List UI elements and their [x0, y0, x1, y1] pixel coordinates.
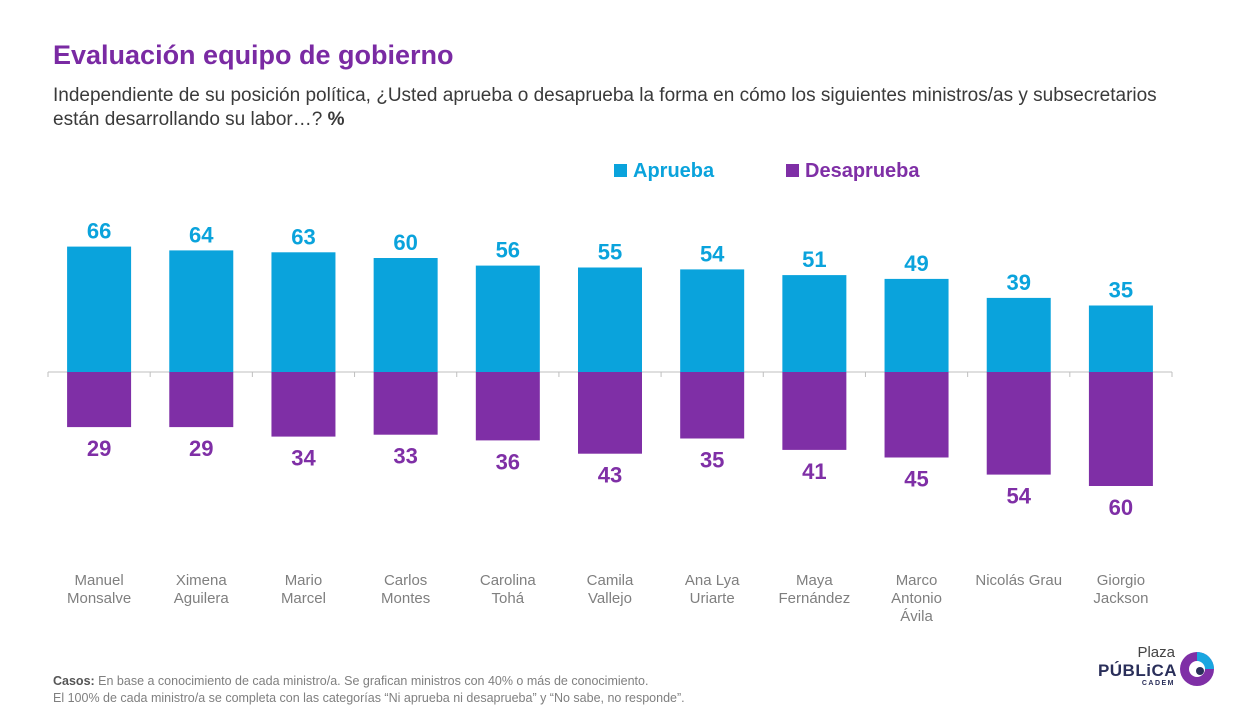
bar-aprueba: [67, 246, 132, 372]
category-label: Giorgio: [1097, 572, 1145, 589]
bar-aprueba: [1088, 305, 1153, 372]
category-label: Monsalve: [67, 590, 131, 607]
bar-desaprueba: [169, 372, 234, 428]
category-label: Carolina: [480, 572, 537, 589]
data-label-desaprueba: 35: [700, 448, 724, 473]
footnote-cases-label: Casos:: [53, 674, 95, 688]
category-label: Ávila: [900, 608, 933, 625]
legend-label-desaprueba: Desaprueba: [805, 160, 920, 182]
category-label: Carlos: [384, 572, 427, 589]
data-label-desaprueba: 36: [496, 449, 520, 474]
logo-line-plaza: Plaza: [1137, 644, 1175, 661]
data-label-aprueba: 64: [189, 222, 214, 247]
data-label-desaprueba: 29: [189, 436, 213, 461]
data-label-aprueba: 35: [1109, 278, 1133, 303]
category-label: Ximena: [176, 572, 228, 589]
legend-swatch-aprueba: [614, 164, 627, 177]
bar-aprueba: [782, 275, 847, 372]
plaza-publica-logo: Plaza PÚBLiCA CADEM: [1098, 644, 1223, 694]
bar-desaprueba: [373, 372, 438, 435]
bar-desaprueba: [986, 372, 1051, 475]
bar-desaprueba: [884, 372, 949, 458]
footnote-completion: El 100% de cada ministro/a se completa c…: [53, 691, 685, 705]
category-label: Fernández: [779, 590, 851, 607]
bar-desaprueba: [578, 372, 642, 454]
subtitle-unit: %: [327, 109, 345, 130]
data-label-aprueba: 39: [1006, 270, 1030, 295]
bar-desaprueba: [67, 372, 132, 428]
category-label: Marco: [896, 572, 938, 589]
legend-swatch-desaprueba: [786, 164, 799, 177]
category-label: Jackson: [1093, 590, 1148, 607]
category-label: Maya: [796, 572, 833, 589]
legend-label-aprueba: Aprueba: [633, 160, 715, 182]
data-label-aprueba: 60: [393, 230, 417, 255]
data-label-desaprueba: 33: [393, 444, 417, 469]
bar-desaprueba: [1088, 372, 1153, 486]
bar-aprueba: [169, 250, 234, 372]
category-label: Antonio: [891, 590, 942, 607]
category-label: Mario: [285, 572, 323, 589]
footnote-cases: Casos: En base a conocimiento de cada mi…: [53, 674, 648, 688]
logo-line-publica: PÚBLiCA: [1097, 661, 1177, 680]
data-label-aprueba: 66: [87, 219, 111, 244]
bar-desaprueba: [782, 372, 847, 450]
bar-aprueba: [578, 267, 642, 372]
data-label-aprueba: 56: [496, 238, 520, 263]
bar-aprueba: [884, 278, 949, 372]
bar-aprueba: [986, 297, 1051, 372]
category-label: Camila: [587, 572, 634, 589]
logo-swirl-icon: [1180, 652, 1214, 686]
category-label: Uriarte: [690, 590, 735, 607]
category-label: Aguilera: [174, 590, 230, 607]
logo-line-cadem: CADEM: [1141, 680, 1175, 687]
bar-aprueba: [475, 265, 540, 372]
page-subtitle: Independiente de su posición política, ¿…: [53, 84, 1173, 132]
data-label-desaprueba: 43: [598, 463, 622, 488]
page-title: Evaluación equipo de gobierno: [53, 40, 454, 70]
data-label-aprueba: 63: [291, 224, 315, 249]
data-label-desaprueba: 41: [802, 459, 826, 484]
category-label: Ana Lya: [685, 572, 740, 589]
data-label-desaprueba: 54: [1006, 484, 1031, 509]
data-label-desaprueba: 34: [291, 446, 316, 471]
bar-desaprueba: [680, 372, 745, 439]
data-label-aprueba: 49: [904, 251, 928, 276]
bar-desaprueba: [475, 372, 540, 441]
category-label: Manuel: [74, 572, 123, 589]
bar-aprueba: [680, 269, 745, 372]
data-label-aprueba: 51: [802, 247, 826, 272]
category-label: Montes: [381, 590, 430, 607]
category-label: Marcel: [281, 590, 326, 607]
data-label-aprueba: 55: [598, 240, 622, 265]
bar-aprueba: [271, 252, 336, 372]
category-label: Tohá: [492, 590, 525, 607]
bar-desaprueba: [271, 372, 336, 437]
category-label: Nicolás Grau: [975, 572, 1062, 589]
category-label: Vallejo: [588, 590, 632, 607]
data-label-desaprueba: 60: [1109, 495, 1133, 520]
subtitle-text: Independiente de su posición política, ¿…: [53, 85, 1157, 130]
data-label-desaprueba: 29: [87, 436, 111, 461]
bar-aprueba: [373, 258, 438, 372]
data-label-aprueba: 54: [700, 241, 725, 266]
data-label-desaprueba: 45: [904, 467, 928, 492]
footnote-cases-text: En base a conocimiento de cada ministro/…: [94, 674, 649, 688]
